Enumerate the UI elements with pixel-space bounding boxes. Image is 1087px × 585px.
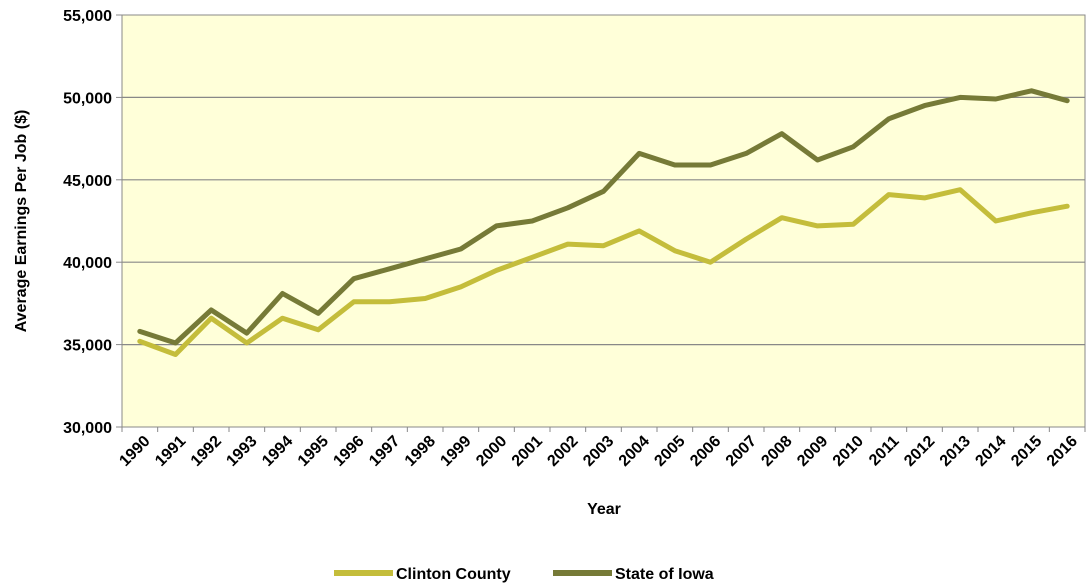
grid-lines bbox=[122, 96, 1085, 346]
x-tick-label: 1992 bbox=[188, 433, 225, 470]
x-tick-label: 2011 bbox=[866, 433, 903, 470]
legend: Clinton County State of Iowa bbox=[334, 566, 714, 583]
x-tick-label: 2013 bbox=[937, 433, 974, 470]
x-tick-label: 1999 bbox=[437, 433, 474, 470]
plot-area bbox=[121, 14, 1086, 428]
x-tick-label: 2010 bbox=[830, 433, 867, 470]
x-axis-ticks: 1990199119921993199419951996199719981999… bbox=[116, 427, 1086, 470]
y-tick-label: 45,000 bbox=[63, 173, 112, 190]
x-tick-label: 2000 bbox=[473, 433, 510, 470]
x-tick-label: 2004 bbox=[616, 433, 653, 470]
x-tick-label: 1996 bbox=[330, 433, 367, 470]
y-axis-title: Average Earnings Per Job ($) bbox=[13, 110, 30, 333]
x-tick-label: 2001 bbox=[509, 433, 546, 470]
x-tick-label: 1997 bbox=[366, 433, 403, 470]
series-line-state-of-iowa bbox=[137, 88, 1070, 346]
y-tick-label: 30,000 bbox=[63, 420, 112, 437]
x-tick-label: 2005 bbox=[651, 433, 688, 470]
x-tick-label: 1995 bbox=[295, 433, 332, 470]
x-tick-label: 2015 bbox=[1008, 433, 1045, 470]
x-tick-label: 1994 bbox=[259, 433, 296, 470]
legend-label-state-of-iowa: State of Iowa bbox=[615, 566, 714, 583]
x-tick-label: 2014 bbox=[972, 433, 1009, 470]
x-tick-label: 2002 bbox=[544, 433, 581, 470]
y-tick-label: 55,000 bbox=[63, 8, 112, 25]
x-tick-label: 1993 bbox=[223, 433, 260, 470]
x-tick-label: 2007 bbox=[723, 433, 760, 470]
x-tick-label: 2016 bbox=[1044, 433, 1081, 470]
y-tick-label: 50,000 bbox=[63, 90, 112, 107]
x-tick-label: 2012 bbox=[901, 433, 938, 470]
series-lines bbox=[137, 88, 1070, 357]
x-tick-label: 1998 bbox=[402, 433, 439, 470]
y-axis-ticks: 30,000 35,000 40,000 45,000 50,000 55,000 bbox=[63, 8, 122, 437]
x-tick-label: 2009 bbox=[794, 433, 831, 470]
y-tick-label: 40,000 bbox=[63, 255, 112, 272]
x-tick-label: 1990 bbox=[116, 433, 153, 470]
x-tick-label: 2006 bbox=[687, 433, 724, 470]
series-line-clinton-county bbox=[137, 187, 1070, 357]
x-tick-label: 2003 bbox=[580, 433, 617, 470]
x-tick-label: 1991 bbox=[152, 433, 189, 470]
x-axis-title: Year bbox=[587, 501, 621, 518]
y-tick-label: 35,000 bbox=[63, 338, 112, 355]
x-tick-label: 2008 bbox=[758, 433, 795, 470]
legend-label-clinton-county: Clinton County bbox=[396, 566, 511, 583]
